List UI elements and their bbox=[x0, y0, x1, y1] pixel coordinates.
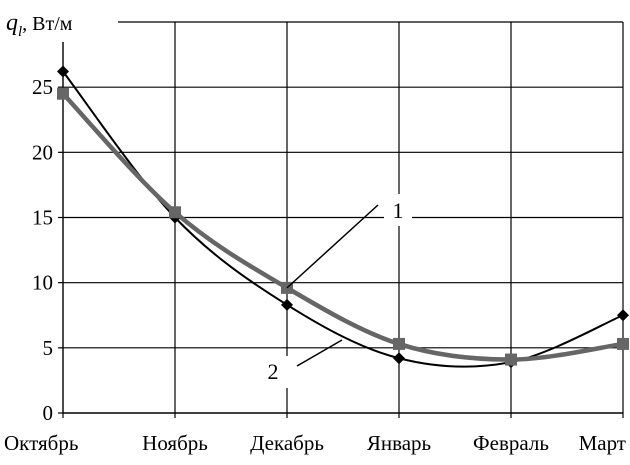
x-tick-labels: Октябрь Ноябрь Декабрь Январь Февраль Март bbox=[4, 431, 626, 455]
callout-2-leader bbox=[296, 339, 343, 367]
series-layer bbox=[57, 65, 629, 369]
y-axis-subscript: l bbox=[18, 24, 22, 40]
callout-2-background bbox=[260, 356, 288, 388]
callouts: 12 bbox=[260, 194, 412, 388]
y-tick-label: 0 bbox=[43, 401, 54, 425]
callout-1-leader bbox=[286, 204, 379, 289]
y-label-background bbox=[0, 8, 118, 42]
y-axis-symbol: q bbox=[6, 10, 18, 36]
series-2-point bbox=[57, 87, 69, 100]
series-1-point bbox=[57, 65, 69, 78]
series-2-line bbox=[61, 92, 624, 362]
y-tick-label: 20 bbox=[32, 140, 53, 164]
callout-1-label: 1 bbox=[393, 198, 404, 223]
x-tick-label: Февраль bbox=[473, 431, 549, 455]
y-tick-label: 15 bbox=[32, 206, 53, 230]
series-1-line bbox=[62, 70, 624, 368]
series-1-point bbox=[393, 352, 405, 365]
y-tick-label: 25 bbox=[32, 75, 53, 99]
callout-1-background bbox=[384, 194, 412, 226]
x-tick-label: Октябрь bbox=[4, 431, 78, 455]
series-2-point bbox=[393, 337, 405, 350]
y-tick-label: 10 bbox=[32, 271, 53, 295]
series-2-point bbox=[505, 353, 517, 366]
y-tick-label: 5 bbox=[43, 336, 54, 360]
axes bbox=[58, 22, 624, 418]
series-2-point bbox=[617, 337, 629, 350]
y-axis-label: ql, Вт/м bbox=[6, 10, 73, 40]
y-axis-unit: , Вт/м bbox=[22, 13, 73, 35]
x-tick-label: Март bbox=[579, 431, 626, 455]
x-tick-label: Декабрь bbox=[250, 431, 324, 455]
series-1-point bbox=[617, 309, 629, 322]
series-1-point bbox=[281, 298, 293, 311]
x-tick-label: Ноябрь bbox=[142, 431, 208, 455]
y-tick-labels: 0 5 10 15 20 25 bbox=[32, 75, 53, 425]
callout-2-label: 2 bbox=[268, 359, 279, 384]
series-2-point bbox=[169, 206, 181, 219]
x-tick-label: Январь bbox=[367, 431, 431, 455]
